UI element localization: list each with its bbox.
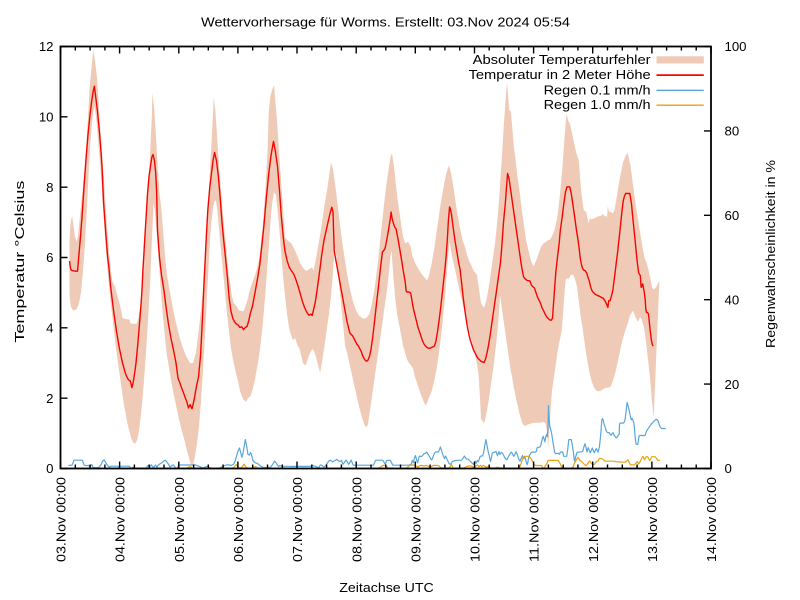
- svg-text:60: 60: [725, 208, 740, 223]
- svg-text:100: 100: [725, 39, 747, 54]
- svg-text:Temperatur °Celsius: Temperatur °Celsius: [12, 180, 27, 343]
- svg-text:4: 4: [46, 321, 53, 336]
- svg-text:Regen 0.1 mm/h: Regen 0.1 mm/h: [544, 82, 651, 97]
- svg-text:03.Nov 00:00: 03.Nov 00:00: [54, 477, 69, 562]
- svg-text:11.Nov 00:00: 11.Nov 00:00: [527, 477, 542, 562]
- svg-text:08.Nov 00:00: 08.Nov 00:00: [349, 477, 364, 562]
- svg-text:8: 8: [46, 180, 53, 195]
- svg-text:06.Nov 00:00: 06.Nov 00:00: [231, 477, 246, 562]
- svg-text:05.Nov 00:00: 05.Nov 00:00: [172, 477, 187, 562]
- svg-text:14.Nov 00:00: 14.Nov 00:00: [704, 477, 719, 562]
- svg-text:09.Nov 00:00: 09.Nov 00:00: [408, 477, 423, 562]
- svg-text:10: 10: [39, 110, 54, 125]
- svg-text:Regen 1.0 mm/h: Regen 1.0 mm/h: [544, 97, 651, 112]
- svg-text:Absoluter Temperaturfehler: Absoluter Temperaturfehler: [473, 52, 652, 67]
- svg-text:6: 6: [46, 250, 53, 265]
- svg-text:80: 80: [725, 124, 740, 139]
- svg-text:12: 12: [39, 39, 54, 54]
- svg-text:12.Nov 00:00: 12.Nov 00:00: [586, 477, 601, 562]
- svg-text:0: 0: [46, 461, 53, 476]
- svg-text:Wettervorhersage für Worms. Er: Wettervorhersage für Worms. Erstellt: 03…: [201, 14, 570, 29]
- svg-text:07.Nov 00:00: 07.Nov 00:00: [290, 477, 305, 562]
- svg-text:Temperatur in 2 Meter Höhe: Temperatur in 2 Meter Höhe: [469, 67, 651, 82]
- svg-text:Regenwahrscheinlichkeit in %: Regenwahrscheinlichkeit in %: [763, 160, 778, 348]
- svg-text:40: 40: [725, 292, 740, 307]
- svg-text:10.Nov 00:00: 10.Nov 00:00: [468, 477, 483, 562]
- svg-text:0: 0: [725, 461, 732, 476]
- svg-text:2: 2: [46, 391, 53, 406]
- svg-text:20: 20: [725, 377, 740, 392]
- svg-text:13.Nov 00:00: 13.Nov 00:00: [645, 477, 660, 562]
- svg-text:04.Nov 00:00: 04.Nov 00:00: [113, 477, 128, 562]
- svg-text:Zeitachse UTC: Zeitachse UTC: [339, 580, 434, 595]
